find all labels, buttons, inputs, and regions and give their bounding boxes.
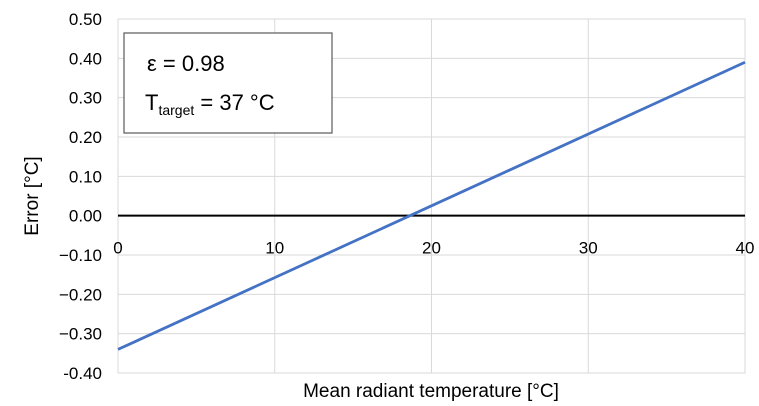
x-tick-label: 30 [579,239,598,258]
annotation-box [123,32,333,134]
annotation-epsilon: ε = 0.98 [147,51,225,76]
y-tick-label: 0.50 [69,10,102,29]
y-tick-label: −0.30 [59,325,102,344]
y-tick-label: −0.20 [59,285,102,304]
y-tick-labels: 0.50 0.40 0.30 0.20 0.10 0.00 −0.10 −0.20 −0.30 -… [59,10,102,383]
x-tick-label: 40 [736,239,755,258]
y-tick-label: −0.10 [59,246,102,265]
y-tick-label: 0.30 [69,89,102,108]
x-axis-title: Mean radiant temperature [°C] [303,381,559,402]
x-tick-labels: 0 10 20 30 40 [113,239,754,258]
series-group [117,60,746,351]
y-tick-label: 0.10 [69,167,102,186]
y-tick-label: 0.20 [69,128,102,147]
x-tick-label: 20 [422,239,441,258]
series-line-1 [117,60,746,351]
annotation-t-subscript: target [158,102,194,118]
x-tick-label: 10 [265,239,284,258]
plot-border [117,18,746,374]
y-tick-label: 0.00 [69,207,102,226]
x-tick-label: 0 [113,239,122,258]
annotation-t-symbol: T [145,90,158,115]
annotation-t-value: = 37 °C [194,90,274,115]
y-tick-label: 0.40 [69,49,102,68]
annotation-target-temp: Ttarget = 37 °C [145,90,275,118]
y-axis-title: Error [°C] [22,156,43,235]
y-tick-label: -0.40 [63,364,102,383]
